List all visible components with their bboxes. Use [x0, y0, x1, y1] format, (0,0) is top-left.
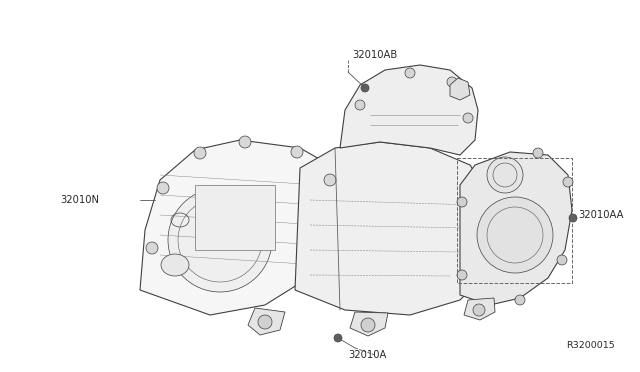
Polygon shape [295, 142, 495, 315]
Circle shape [515, 295, 525, 305]
Circle shape [355, 100, 365, 110]
Polygon shape [464, 298, 495, 320]
Circle shape [563, 177, 573, 187]
Circle shape [361, 318, 375, 332]
Polygon shape [460, 152, 572, 305]
Circle shape [334, 334, 342, 342]
Circle shape [194, 147, 206, 159]
Circle shape [146, 242, 158, 254]
Text: R3200015: R3200015 [566, 341, 615, 350]
Text: 32010A: 32010A [348, 350, 387, 360]
Circle shape [457, 270, 467, 280]
Circle shape [361, 84, 369, 92]
Circle shape [168, 188, 272, 292]
Text: 32010N: 32010N [60, 195, 99, 205]
FancyBboxPatch shape [195, 185, 275, 250]
Circle shape [477, 197, 553, 273]
Circle shape [157, 182, 169, 194]
Circle shape [569, 214, 577, 222]
Circle shape [324, 174, 336, 186]
Circle shape [239, 136, 251, 148]
Polygon shape [140, 140, 340, 315]
Polygon shape [248, 308, 285, 335]
Circle shape [457, 197, 467, 207]
Circle shape [291, 146, 303, 158]
Polygon shape [340, 65, 478, 155]
Circle shape [533, 148, 543, 158]
Text: 32010AA: 32010AA [578, 210, 623, 220]
Text: 32010AB: 32010AB [352, 50, 397, 60]
Circle shape [258, 315, 272, 329]
Circle shape [557, 255, 567, 265]
Circle shape [447, 77, 457, 87]
Circle shape [463, 113, 473, 123]
Circle shape [473, 304, 485, 316]
Circle shape [487, 157, 523, 193]
Polygon shape [350, 312, 388, 336]
Polygon shape [450, 78, 470, 100]
Circle shape [405, 68, 415, 78]
Ellipse shape [161, 254, 189, 276]
